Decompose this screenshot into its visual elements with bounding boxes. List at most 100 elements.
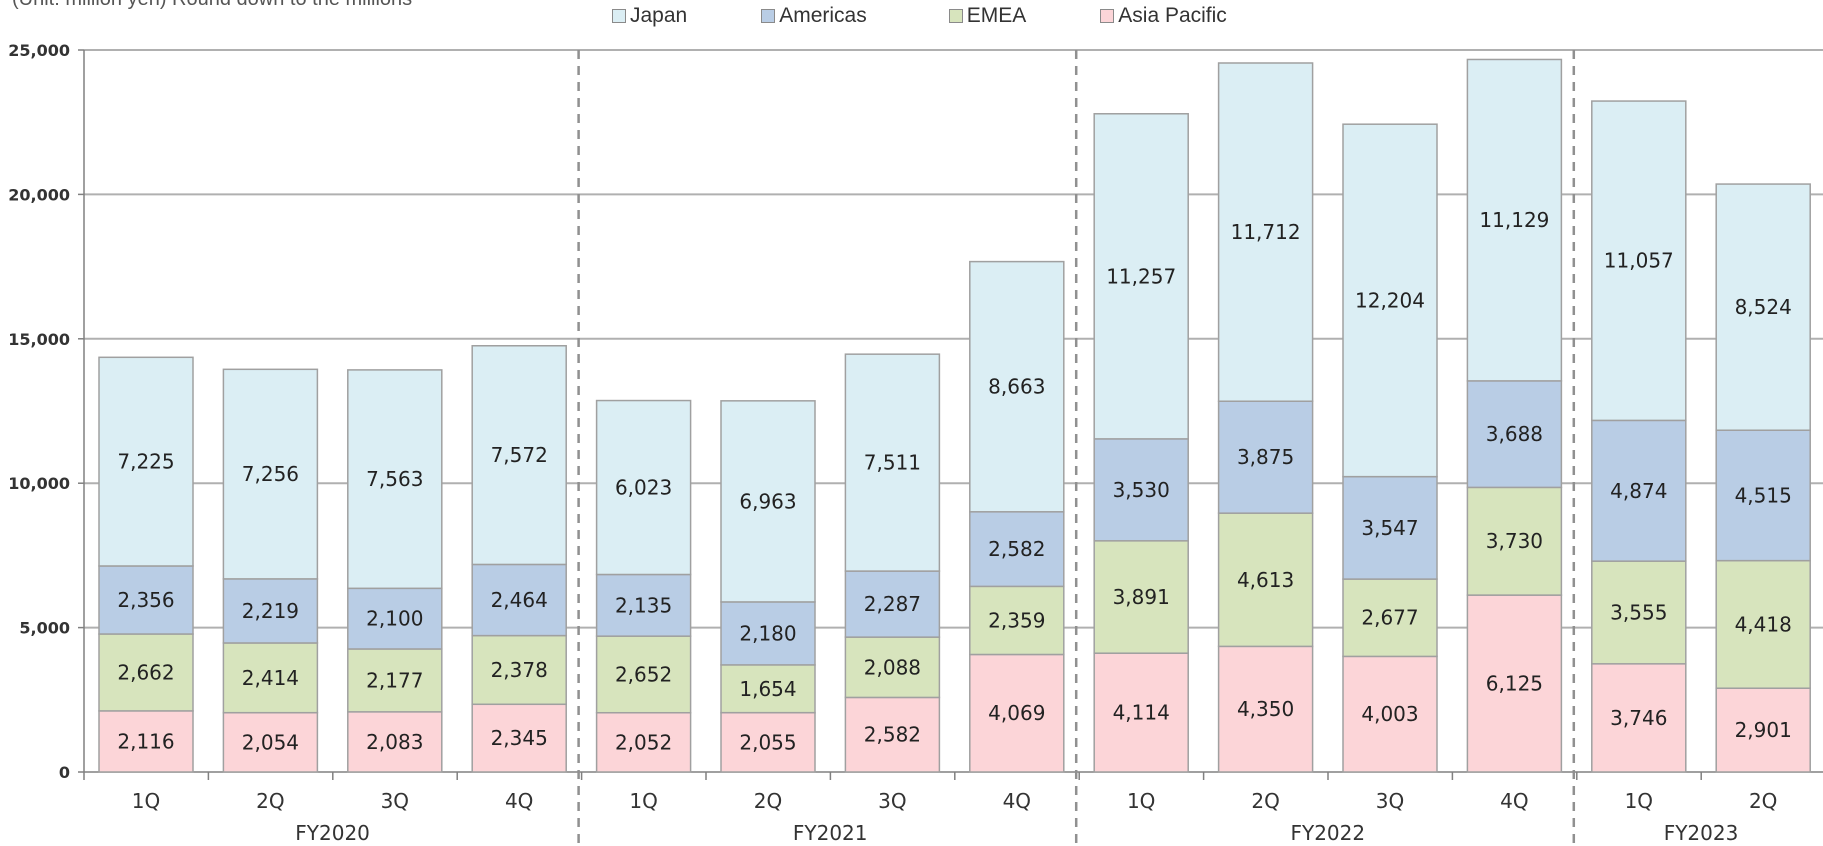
fiscal-year-label: FY2020 bbox=[295, 821, 370, 845]
bar-segment-japan bbox=[1715, 183, 1811, 431]
data-label: 11,257 bbox=[1106, 264, 1176, 288]
bar-segment-japan bbox=[1591, 100, 1687, 422]
bar-segment-emea bbox=[1715, 559, 1811, 689]
bar-segment-asia-pacific bbox=[844, 696, 941, 773]
bar-segment-japan bbox=[1093, 113, 1189, 440]
data-label: 2,180 bbox=[739, 621, 796, 645]
legend-item-japan: Japan bbox=[612, 4, 687, 28]
data-label: 4,613 bbox=[1237, 568, 1294, 592]
y-tick-label: 25,000 bbox=[8, 41, 70, 60]
x-tick-label: 2Q bbox=[256, 789, 284, 813]
bar-segment-asia-pacific bbox=[720, 711, 816, 773]
bar-segment-americas bbox=[969, 511, 1065, 588]
x-tick-label: 1Q bbox=[1625, 789, 1653, 813]
data-label: 3,746 bbox=[1610, 706, 1667, 730]
data-label: 2,662 bbox=[117, 660, 174, 684]
x-tick-label: 1Q bbox=[1127, 789, 1155, 813]
bar-segment-americas bbox=[1466, 380, 1563, 489]
data-label: 8,524 bbox=[1735, 295, 1792, 319]
bar-segment-americas bbox=[98, 565, 194, 635]
fiscal-year-label: FY2023 bbox=[1664, 821, 1739, 845]
data-label: 4,350 bbox=[1237, 697, 1294, 721]
bar-segment-asia-pacific bbox=[1342, 655, 1438, 773]
data-label: 6,125 bbox=[1486, 672, 1543, 696]
bar-segment-americas bbox=[595, 573, 692, 637]
bar-segment-americas bbox=[222, 578, 319, 644]
data-label: 2,052 bbox=[615, 730, 672, 754]
data-label: 2,054 bbox=[242, 730, 299, 754]
legend-label-emea: EMEA bbox=[966, 4, 1027, 27]
data-label: 3,688 bbox=[1486, 422, 1543, 446]
bar-segment-emea bbox=[222, 642, 319, 714]
legend-label-asia-pacific: Asia Pacific bbox=[1118, 4, 1227, 27]
data-label: 4,874 bbox=[1610, 479, 1667, 503]
data-label: 2,378 bbox=[491, 658, 548, 682]
bar-segment-asia-pacific bbox=[222, 711, 319, 773]
legend-swatch-americas bbox=[761, 9, 776, 23]
data-label: 11,057 bbox=[1604, 249, 1674, 273]
data-label: 2,100 bbox=[366, 607, 423, 631]
data-label: 2,677 bbox=[1361, 606, 1418, 630]
x-tick-label: 4Q bbox=[1003, 789, 1031, 813]
bar-segment-americas bbox=[347, 587, 443, 650]
legend-item-asia-pacific: Asia Pacific bbox=[1100, 4, 1227, 28]
bar-segment-japan bbox=[844, 353, 941, 572]
legend-item-americas: Americas bbox=[761, 4, 867, 28]
data-label: 4,003 bbox=[1361, 702, 1418, 726]
bar-segment-americas bbox=[1217, 400, 1314, 514]
data-label: 7,563 bbox=[366, 467, 423, 491]
data-label: 7,572 bbox=[491, 443, 548, 467]
x-tick-label: 4Q bbox=[505, 789, 533, 813]
bar-segment-emea bbox=[1093, 540, 1189, 654]
data-label: 7,256 bbox=[242, 462, 299, 486]
data-label: 3,555 bbox=[1610, 600, 1667, 624]
data-label: 2,116 bbox=[117, 729, 174, 753]
bar-segment-emea bbox=[1591, 560, 1687, 665]
data-label: 3,547 bbox=[1361, 516, 1418, 540]
data-label: 4,069 bbox=[988, 701, 1045, 725]
data-label: 7,511 bbox=[864, 451, 921, 475]
data-label: 2,135 bbox=[615, 593, 672, 617]
data-label: 7,225 bbox=[117, 450, 174, 474]
fiscal-year-label: FY2022 bbox=[1290, 821, 1365, 845]
bar-segment-asia-pacific bbox=[98, 710, 194, 773]
data-label: 2,582 bbox=[864, 723, 921, 747]
unit-note: (Unit: million yen) Round down to the mi… bbox=[12, 0, 412, 11]
x-tick-label: 1Q bbox=[132, 789, 160, 813]
fiscal-year-label: FY2021 bbox=[793, 821, 868, 845]
bar-segment-americas bbox=[1715, 429, 1811, 562]
bar-segment-japan bbox=[471, 345, 567, 566]
data-label: 2,088 bbox=[864, 655, 921, 679]
bar-segment-emea bbox=[1342, 578, 1438, 658]
data-label: 2,359 bbox=[988, 608, 1045, 632]
data-label: 2,345 bbox=[491, 726, 548, 750]
y-tick-label: 10,000 bbox=[8, 474, 70, 493]
data-label: 12,204 bbox=[1355, 288, 1425, 312]
legend-label-japan: Japan bbox=[630, 4, 688, 27]
bar-segment-emea bbox=[98, 633, 194, 712]
bar-segment-americas bbox=[1591, 419, 1687, 562]
data-label: 4,515 bbox=[1735, 483, 1792, 507]
x-tick-label: 3Q bbox=[878, 789, 906, 813]
bar-segment-americas bbox=[471, 563, 567, 637]
x-tick-label: 2Q bbox=[754, 789, 782, 813]
legend-swatch-asia-pacific bbox=[1100, 9, 1115, 23]
bar-segment-emea bbox=[471, 634, 567, 706]
data-label: 6,023 bbox=[615, 476, 672, 500]
data-label: 6,963 bbox=[739, 489, 796, 513]
data-label: 2,177 bbox=[366, 668, 423, 692]
bar-segment-japan bbox=[222, 368, 319, 580]
y-tick-label: 15,000 bbox=[8, 330, 70, 349]
legend-swatch-emea bbox=[948, 9, 963, 23]
x-tick-label: 3Q bbox=[1376, 789, 1404, 813]
data-label: 2,414 bbox=[242, 666, 299, 690]
data-label: 3,875 bbox=[1237, 445, 1294, 469]
bar-segment-americas bbox=[844, 570, 941, 638]
data-label: 4,418 bbox=[1735, 612, 1792, 636]
bar-segment-americas bbox=[1093, 438, 1189, 542]
bar-segment-asia-pacific bbox=[347, 711, 443, 773]
bar-segment-japan bbox=[969, 260, 1065, 513]
bar-segment-asia-pacific bbox=[969, 653, 1065, 773]
bar-segment-asia-pacific bbox=[1466, 594, 1563, 773]
